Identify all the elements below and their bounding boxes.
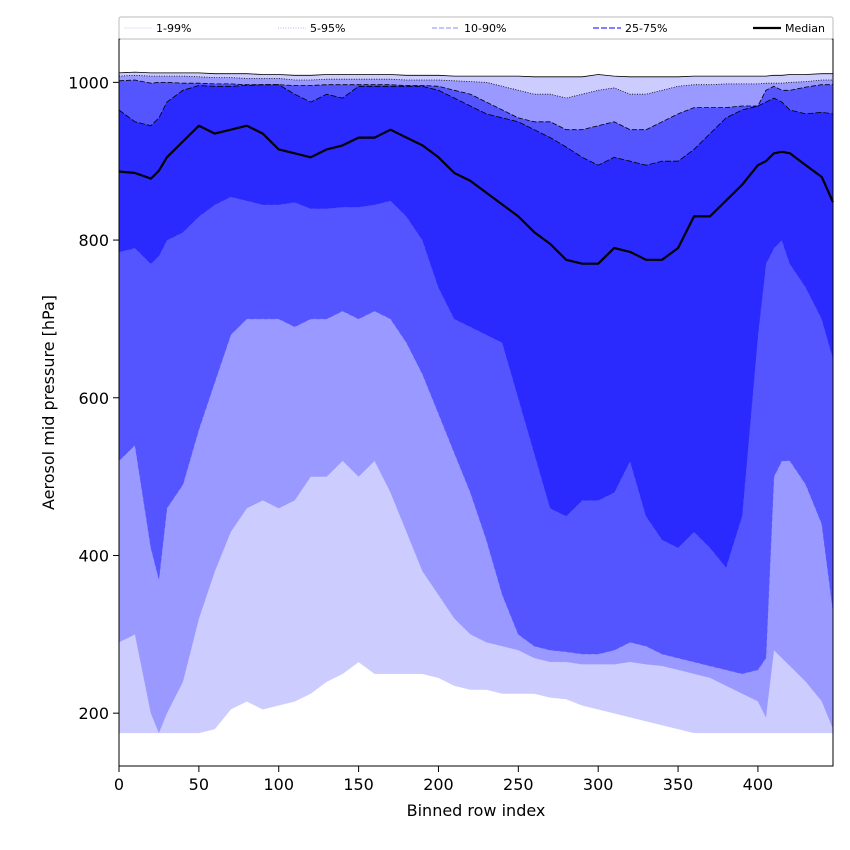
- y-tick-label: 400: [78, 546, 109, 565]
- band-25-75: [119, 84, 833, 568]
- x-tick-label: 250: [503, 775, 534, 794]
- legend-label: 25-75%: [625, 22, 667, 35]
- y-axis-ticks: 200 400 600 800 1000: [68, 73, 119, 723]
- y-tick-label: 200: [78, 704, 109, 723]
- legend-box: [118, 16, 834, 40]
- y-tick-label: 800: [78, 231, 109, 250]
- legend-label: 5-95%: [310, 22, 345, 35]
- band-edge-upper-1-99: [118, 71, 833, 78]
- band-edge-upper-10-90: [118, 79, 833, 131]
- x-axis-ticks: 0 50 100 150 200 250 300 350 400: [114, 766, 773, 794]
- band-edge-lower-10-90: [118, 310, 834, 674]
- x-tick-label: 400: [743, 775, 774, 794]
- y-axis-label: Aerosol mid pressure [hPa]: [39, 295, 58, 510]
- band-edge-lower-25-75: [118, 196, 834, 568]
- legend-label: Median: [785, 22, 825, 35]
- x-tick-label: 350: [663, 775, 694, 794]
- band-edge-lower-1-99: [119, 661, 833, 734]
- x-tick-label: 300: [583, 775, 614, 794]
- band-edge-upper-5-95: [118, 74, 833, 99]
- data-lines: [118, 71, 835, 734]
- y-tick-label: 600: [78, 389, 109, 408]
- y-tick-label: 1000: [68, 73, 109, 92]
- band-edge-upper-25-75: [118, 84, 834, 166]
- x-tick-label: 0: [114, 775, 124, 794]
- x-tick-label: 150: [343, 775, 374, 794]
- x-tick-label: 50: [189, 775, 209, 794]
- legend-label: 1-99%: [156, 22, 191, 35]
- x-tick-label: 200: [423, 775, 454, 794]
- band-edge-lower-5-95: [118, 460, 834, 734]
- median-line: [118, 124, 835, 265]
- legend: 1-99% 5-95% 10-90% 25-75% Median: [118, 16, 834, 40]
- percentile-bands: [119, 72, 833, 733]
- x-axis-label: Binned row index: [407, 801, 546, 820]
- x-tick-label: 100: [263, 775, 294, 794]
- legend-label: 10-90%: [464, 22, 506, 35]
